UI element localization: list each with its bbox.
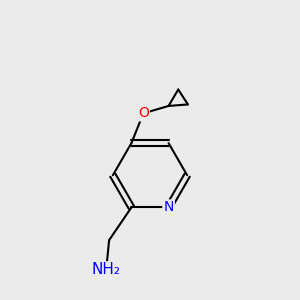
Text: N: N	[164, 200, 174, 214]
Text: O: O	[138, 106, 149, 120]
Text: NH₂: NH₂	[92, 262, 121, 278]
